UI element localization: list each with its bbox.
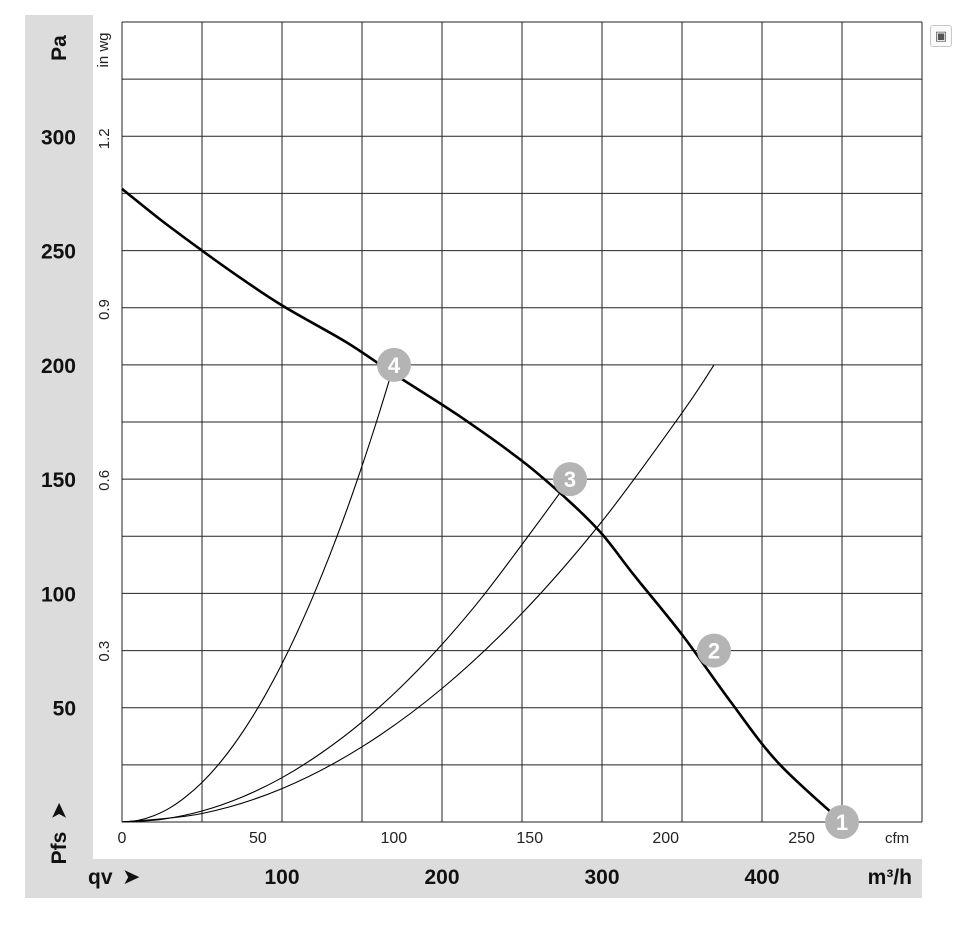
cfm-tick-label: 0 <box>118 830 127 847</box>
grid <box>121 21 923 823</box>
fan-curve <box>121 187 843 823</box>
operating-points: 1 2 3 4 <box>377 347 859 839</box>
pa-tick-label: 100 <box>41 583 76 606</box>
cfm-tick-label: 50 <box>249 830 267 847</box>
inwg-tick-label: 0.6 <box>96 470 113 491</box>
left-axis-band <box>25 15 93 898</box>
operating-point-label: 4 <box>388 353 401 378</box>
pa-tick-label: 300 <box>41 126 76 149</box>
expand-image-icon[interactable]: ▣ <box>930 25 952 47</box>
operating-point-3 <box>553 462 587 497</box>
cfm-tick-label: 150 <box>516 830 543 847</box>
cfm-tick-label: 100 <box>380 830 407 847</box>
pa-tick-label: 200 <box>41 355 76 378</box>
system-curve-2 <box>121 364 715 823</box>
y-axis-label: Pfs <box>48 832 71 865</box>
system-curve-3 <box>121 478 571 823</box>
axis-text: Pa in wg Pfs ➤ qv ➤ m³/h cfm 50100150200… <box>41 32 912 889</box>
operating-point-label: 2 <box>708 639 720 664</box>
operating-point-label: 1 <box>836 810 848 835</box>
x-axis-label: qv <box>88 866 113 889</box>
y-axis-arrow-icon: ➤ <box>46 802 71 820</box>
cfm-tick-label: 200 <box>652 830 679 847</box>
system-curve-4 <box>121 364 395 823</box>
x-unit-m3h: m³/h <box>868 866 912 889</box>
x-unit-cfm: cfm <box>885 830 909 847</box>
inwg-tick-label: 0.9 <box>96 299 113 320</box>
x-axis-arrow-icon: ➤ <box>122 864 140 889</box>
pa-tick-label: 150 <box>41 469 76 492</box>
m3h-tick-label: 200 <box>424 866 459 889</box>
pa-tick-label: 50 <box>53 698 76 721</box>
m3h-tick-label: 300 <box>584 866 619 889</box>
inwg-tick-label: 1.2 <box>96 128 113 149</box>
cfm-tick-label: 250 <box>788 830 815 847</box>
curves <box>121 187 843 823</box>
bottom-axis-band <box>25 859 922 898</box>
m3h-tick-label: 100 <box>264 866 299 889</box>
m3h-tick-label: 400 <box>744 866 779 889</box>
inwg-tick-label: 0.3 <box>96 641 113 662</box>
y-unit-pa: Pa <box>48 35 71 61</box>
operating-point-label: 3 <box>564 467 576 492</box>
operating-point-4 <box>377 347 411 382</box>
operating-point-1 <box>825 805 859 839</box>
pa-tick-label: 250 <box>41 241 76 264</box>
operating-point-2 <box>697 633 731 668</box>
y-unit-inwg: in wg <box>95 32 112 67</box>
